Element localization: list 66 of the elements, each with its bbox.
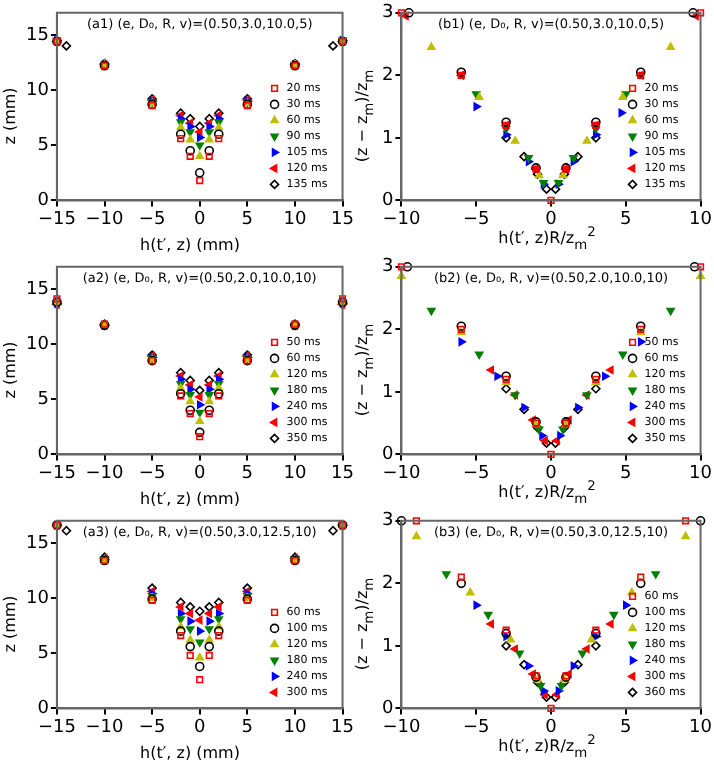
x-tick-label: 0 xyxy=(193,463,206,484)
x-tick-label: 5 xyxy=(620,717,632,738)
x-tick-label: 10 xyxy=(283,209,307,230)
x-axis-title: h(t′, z) (mm) xyxy=(140,490,240,508)
y-tick-label: 1 xyxy=(381,382,394,403)
y-tick-label: 10 xyxy=(26,334,50,355)
x-tick-label: −5 xyxy=(462,717,490,738)
x-tick-label: 5 xyxy=(620,463,632,484)
x-tick-label: 5 xyxy=(241,717,254,738)
x-tick-label: −10 xyxy=(382,717,421,738)
x-tick-label: 10 xyxy=(283,717,307,738)
x-axis-title: h(t′, z) (mm) xyxy=(140,744,240,762)
y-tick-label: 5 xyxy=(37,389,49,410)
x-tick-label: 5 xyxy=(241,463,254,484)
y-axis-title: z (mm) xyxy=(1,341,19,399)
y-tick-label: 2 xyxy=(381,320,394,341)
x-tick-label: −5 xyxy=(462,209,490,230)
y-tick-label: 15 xyxy=(26,533,49,554)
x-tick-label: −5 xyxy=(138,717,166,738)
y-tick-label: 0 xyxy=(381,699,394,720)
x-tick-label: 0 xyxy=(193,717,206,738)
y-tick-label: 0 xyxy=(37,699,50,720)
x-tick-label: 10 xyxy=(689,463,713,484)
y-tick-label: 0 xyxy=(37,191,50,212)
y-tick-label: 15 xyxy=(26,25,49,46)
x-tick-label: −15 xyxy=(37,463,76,484)
y-tick-label: 5 xyxy=(37,643,49,664)
x-tick-label: −5 xyxy=(138,463,166,484)
x-tick-label: −15 xyxy=(37,209,76,230)
x-tick-label: 15 xyxy=(331,209,354,230)
y-tick-label: 0 xyxy=(381,191,394,212)
x-tick-label: −10 xyxy=(382,209,421,230)
x-tick-label: −5 xyxy=(462,463,490,484)
y-tick-label: 10 xyxy=(26,588,50,609)
y-tick-label: 2 xyxy=(381,574,394,595)
y-tick-label: 3 xyxy=(381,3,394,24)
x-tick-label: 0 xyxy=(545,209,558,230)
x-tick-label: 5 xyxy=(241,209,254,230)
y-tick-label: 3 xyxy=(381,257,394,278)
y-axis-title: z (mm) xyxy=(1,87,19,145)
x-tick-label: −5 xyxy=(138,209,166,230)
x-tick-label: 10 xyxy=(283,463,307,484)
x-tick-label: 0 xyxy=(193,209,206,230)
y-tick-label: 15 xyxy=(26,279,49,300)
x-tick-label: 15 xyxy=(331,717,354,738)
y-axis-title: z (mm) xyxy=(1,595,19,653)
y-tick-label: 10 xyxy=(26,80,50,101)
x-tick-label: −10 xyxy=(85,209,125,230)
y-tick-label: 2 xyxy=(381,66,394,87)
y-tick-label: 3 xyxy=(381,511,394,532)
x-tick-label: 5 xyxy=(620,209,632,230)
y-tick-label: 0 xyxy=(381,445,394,466)
x-axis-title: h(t′, z) (mm) xyxy=(140,236,240,254)
x-tick-label: −10 xyxy=(382,463,421,484)
x-tick-label: 15 xyxy=(331,463,354,484)
y-tick-label: 5 xyxy=(37,135,49,156)
y-tick-label: 0 xyxy=(37,445,50,466)
y-tick-label: 1 xyxy=(381,128,394,149)
x-tick-label: 0 xyxy=(545,463,558,484)
x-tick-label: −15 xyxy=(37,717,76,738)
x-tick-label: 0 xyxy=(545,717,558,738)
x-tick-label: −10 xyxy=(85,717,125,738)
x-tick-label: −10 xyxy=(85,463,125,484)
x-tick-label: 10 xyxy=(689,717,713,738)
y-tick-label: 1 xyxy=(381,636,394,657)
x-tick-label: 10 xyxy=(689,209,713,230)
